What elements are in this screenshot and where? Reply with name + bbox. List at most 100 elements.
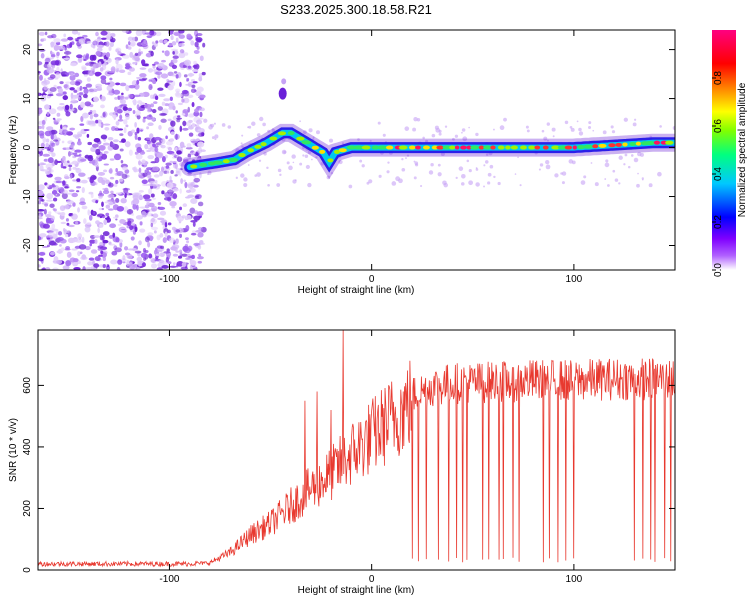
noise-speck bbox=[53, 208, 57, 212]
noise-speck bbox=[135, 215, 143, 220]
noise-speck bbox=[115, 179, 119, 185]
signal-halo-speck bbox=[241, 145, 244, 148]
noise-speck bbox=[171, 153, 177, 156]
signal-halo-speck bbox=[578, 131, 584, 136]
noise-speck bbox=[118, 69, 126, 73]
noise-speck bbox=[92, 40, 98, 46]
noise-speck bbox=[186, 33, 192, 39]
noise-speck bbox=[172, 105, 176, 111]
noise-speck bbox=[89, 113, 94, 120]
noise-speck bbox=[121, 138, 126, 143]
noise-speck bbox=[109, 243, 116, 246]
noise-speck bbox=[144, 143, 149, 150]
signal-halo-speck bbox=[247, 164, 250, 166]
noise-speck bbox=[89, 110, 93, 113]
noise-speck bbox=[154, 157, 160, 164]
noise-speck bbox=[50, 50, 53, 55]
noise-speck bbox=[190, 198, 198, 205]
noise-speck bbox=[115, 120, 120, 126]
ridge-core-blob bbox=[222, 159, 230, 164]
snr-ytick-label: 0 bbox=[22, 567, 33, 573]
noise-speck bbox=[110, 32, 116, 37]
signal-halo-speck bbox=[256, 133, 261, 137]
noise-speck bbox=[157, 206, 166, 211]
noise-speck bbox=[197, 141, 205, 148]
noise-speck bbox=[64, 176, 70, 180]
noise-speck bbox=[72, 179, 77, 182]
signal-halo-speck bbox=[428, 170, 434, 175]
noise-speck bbox=[172, 51, 175, 55]
signal-halo-speck bbox=[214, 134, 219, 139]
noise-speck bbox=[196, 211, 204, 217]
signal-halo-speck bbox=[213, 122, 216, 125]
signal-halo-speck bbox=[431, 133, 436, 138]
noise-speck bbox=[167, 261, 172, 265]
colorbar-tick-label: 0.0 bbox=[713, 263, 724, 277]
noise-speck bbox=[123, 187, 129, 194]
spectrogram-ytick-label: -20 bbox=[22, 238, 33, 253]
noise-speck bbox=[107, 81, 115, 87]
noise-speck bbox=[84, 245, 91, 251]
noise-speck bbox=[78, 172, 86, 177]
ridge-core-blob bbox=[534, 145, 541, 150]
ridge-core-blob bbox=[577, 145, 586, 150]
noise-speck bbox=[166, 150, 175, 155]
noise-speck bbox=[124, 252, 131, 256]
noise-speck bbox=[198, 147, 203, 154]
noise-speck bbox=[157, 87, 164, 91]
noise-speck bbox=[97, 247, 102, 251]
noise-speck bbox=[139, 206, 147, 209]
signal-halo-speck bbox=[299, 162, 303, 166]
snr-ytick-label: 400 bbox=[22, 438, 33, 455]
noise-speck bbox=[38, 147, 42, 152]
noise-speck bbox=[186, 240, 190, 244]
noise-speck bbox=[120, 159, 124, 164]
noise-speck bbox=[192, 81, 198, 84]
ridge-core-blob bbox=[454, 145, 460, 150]
noise-speck bbox=[136, 256, 143, 262]
noise-speck bbox=[182, 109, 189, 114]
noise-speck bbox=[183, 156, 191, 160]
noise-speck bbox=[103, 169, 108, 173]
noise-speck bbox=[89, 124, 97, 127]
noise-speck bbox=[55, 41, 61, 46]
noise-speck bbox=[88, 160, 95, 164]
noise-speck bbox=[121, 92, 124, 96]
noise-speck bbox=[112, 232, 116, 238]
noise-speck bbox=[114, 127, 120, 131]
noise-speck bbox=[166, 140, 174, 146]
signal-halo-speck bbox=[634, 118, 637, 121]
noise-speck bbox=[184, 181, 188, 189]
noise-speck bbox=[94, 256, 101, 262]
noise-speck bbox=[71, 148, 75, 151]
ridge-core-blob bbox=[653, 140, 661, 145]
noise-speck bbox=[80, 101, 85, 108]
signal-halo-speck bbox=[404, 126, 410, 131]
signal-halo-speck bbox=[588, 125, 592, 129]
noise-speck bbox=[175, 133, 178, 140]
signal-halo-speck bbox=[276, 183, 281, 187]
noise-speck bbox=[38, 71, 42, 74]
noise-speck bbox=[197, 260, 202, 264]
noise-speck bbox=[136, 204, 139, 211]
snr-xtick-label: -100 bbox=[159, 574, 179, 585]
noise-speck bbox=[116, 108, 123, 114]
noise-speck bbox=[181, 215, 187, 219]
noise-speck bbox=[50, 215, 55, 221]
noise-speck bbox=[137, 51, 142, 57]
noise-speck bbox=[150, 51, 154, 57]
signal-halo-speck bbox=[475, 132, 479, 137]
noise-speck bbox=[103, 58, 107, 62]
noise-speck bbox=[46, 237, 51, 240]
noise-speck bbox=[116, 105, 122, 110]
noise-speck bbox=[153, 174, 160, 178]
noise-speck bbox=[82, 34, 88, 38]
noise-speck bbox=[54, 159, 58, 166]
noise-speck bbox=[141, 262, 146, 268]
noise-speck bbox=[160, 139, 165, 143]
signal-halo-speck bbox=[623, 117, 628, 122]
noise-speck bbox=[38, 130, 45, 136]
noise-speck bbox=[139, 228, 146, 233]
spectrogram-ytick-label: 20 bbox=[22, 44, 33, 56]
noise-speck bbox=[131, 54, 139, 61]
